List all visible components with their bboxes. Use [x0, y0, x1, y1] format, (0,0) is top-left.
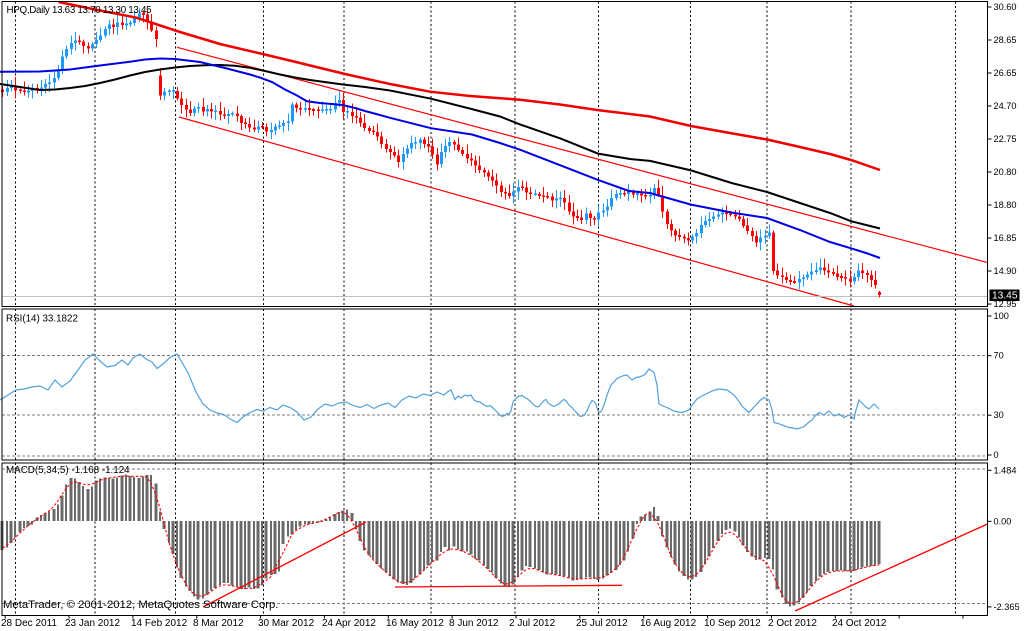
svg-text:16.85: 16.85 — [994, 233, 1017, 243]
svg-text:16 May 2012: 16 May 2012 — [386, 618, 444, 629]
svg-text:MACD(5,34,5) -1.168 -1.124: MACD(5,34,5) -1.168 -1.124 — [6, 465, 130, 476]
svg-text:100: 100 — [994, 311, 1009, 321]
svg-text:70: 70 — [994, 351, 1004, 361]
svg-text:RSI(14) 33.1822: RSI(14) 33.1822 — [6, 314, 78, 325]
svg-text:24 Oct 2012: 24 Oct 2012 — [832, 618, 887, 629]
svg-text:14 Feb 2012: 14 Feb 2012 — [131, 618, 188, 629]
svg-text:18.80: 18.80 — [994, 200, 1017, 210]
svg-text:12.95: 12.95 — [994, 299, 1017, 309]
svg-text:25 Jul 2012: 25 Jul 2012 — [576, 618, 628, 629]
svg-text:2 Jul 2012: 2 Jul 2012 — [509, 618, 556, 629]
svg-text:MetaTrader, © 2001-2012, MetaQ: MetaTrader, © 2001-2012, MetaQuotes Soft… — [3, 599, 278, 611]
svg-text:1.484: 1.484 — [994, 465, 1017, 475]
svg-text:26.65: 26.65 — [994, 68, 1017, 78]
svg-text:8 Mar 2012: 8 Mar 2012 — [193, 618, 244, 629]
svg-text:2 Oct 2012: 2 Oct 2012 — [768, 618, 817, 629]
svg-text:24 Apr 2012: 24 Apr 2012 — [322, 618, 376, 629]
svg-text:30 Mar 2012: 30 Mar 2012 — [258, 618, 315, 629]
svg-text:30: 30 — [994, 410, 1004, 420]
svg-text:HPQ,Daily 13.63 13.70 13.30 1: HPQ,Daily 13.63 13.70 13.30 13.45 — [7, 5, 153, 16]
svg-text:20.80: 20.80 — [994, 167, 1017, 177]
svg-text:30.60: 30.60 — [994, 2, 1017, 12]
svg-text:14.90: 14.90 — [994, 266, 1017, 276]
svg-text:8 Jun 2012: 8 Jun 2012 — [449, 618, 499, 629]
svg-text:22.75: 22.75 — [994, 134, 1017, 144]
svg-text:13.45: 13.45 — [992, 291, 1018, 302]
svg-text:0: 0 — [994, 450, 999, 460]
svg-text:23 Jan 2012: 23 Jan 2012 — [65, 618, 120, 629]
svg-text:28.65: 28.65 — [994, 35, 1017, 45]
svg-text:16 Aug 2012: 16 Aug 2012 — [640, 618, 697, 629]
svg-text:-2.365: -2.365 — [994, 602, 1020, 612]
svg-text:28 Dec 2011: 28 Dec 2011 — [1, 618, 57, 629]
svg-text:0.00: 0.00 — [994, 516, 1012, 526]
svg-text:10 Sep 2012: 10 Sep 2012 — [704, 618, 761, 629]
svg-text:24.70: 24.70 — [994, 101, 1017, 111]
